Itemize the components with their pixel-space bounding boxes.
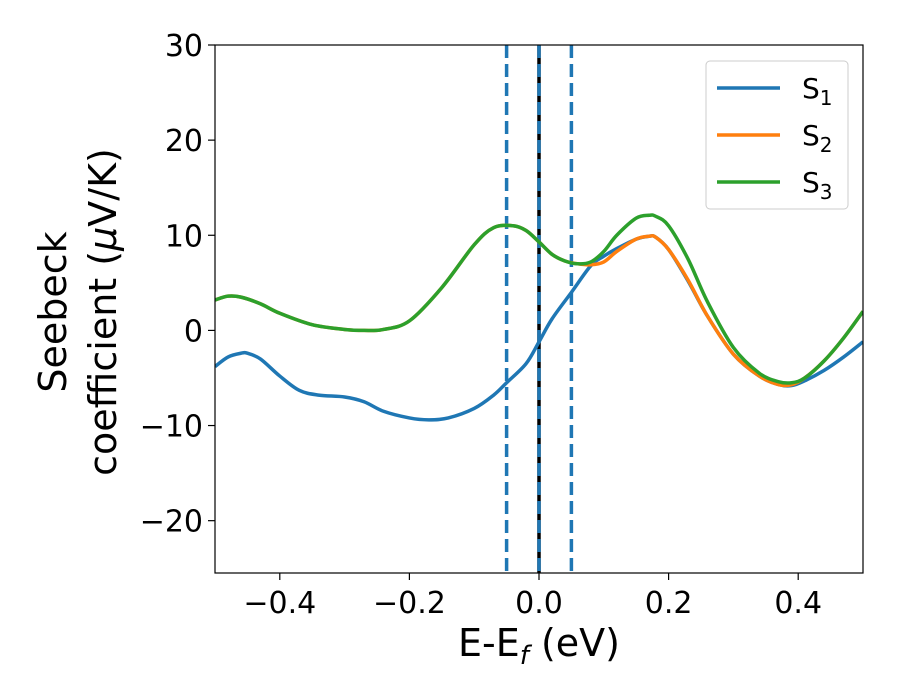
y-tick-label: 20	[165, 124, 203, 159]
y-tick-label: 0	[184, 314, 203, 349]
legend-label-s1: S1	[802, 72, 833, 110]
y-tick-label: 10	[165, 219, 203, 254]
legend-label-s2: S2	[802, 119, 833, 157]
y-tick-label: 30	[165, 29, 203, 64]
legend-label-s3: S3	[802, 166, 833, 204]
series-lines	[215, 213, 863, 422]
x-axis-title: E-Ef (eV)	[458, 621, 620, 671]
y-axis-ticks: −20 −10 0 10 20 30	[140, 29, 215, 540]
y-tick-label: −20	[140, 505, 203, 540]
x-axis-ticks: −0.4 −0.2 0.0 0.2 0.4	[243, 573, 822, 621]
y-tick-label: −10	[140, 410, 203, 445]
x-tick-label: 0.4	[774, 586, 822, 621]
y-axis-title-line-1: Seebeck	[31, 231, 75, 392]
reference-lines	[504, 45, 574, 573]
x-tick-label: −0.2	[373, 586, 446, 621]
x-tick-label: −0.4	[243, 586, 316, 621]
y-axis-title: Seebeck coefficient (μV/K)	[31, 148, 125, 476]
x-tick-label: 0.2	[645, 586, 693, 621]
series-line-s3	[215, 213, 863, 385]
y-axis-title-line-2: coefficient (μV/K)	[81, 148, 125, 476]
legend: S1 S2 S3	[705, 60, 849, 210]
x-tick-label: 0.0	[515, 586, 563, 621]
